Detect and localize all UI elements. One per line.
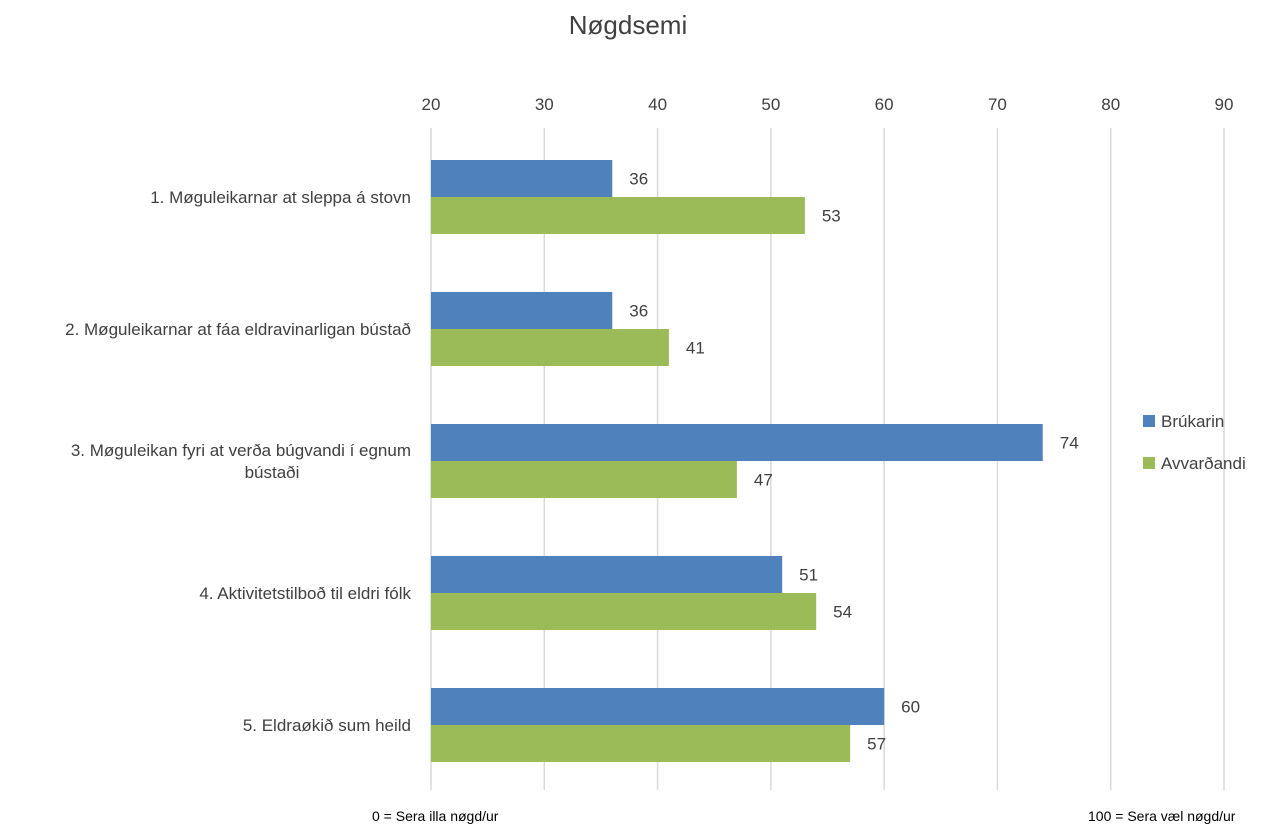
data-label: 36 xyxy=(629,302,648,321)
x-axis-ticks: 20 30 40 50 60 70 80 90 xyxy=(422,95,1234,114)
bar-series-2 xyxy=(431,593,817,630)
legend: Brúkarin Avvarðandi xyxy=(1143,412,1246,473)
footer-left-note: 0 = Sera illa nøgd/ur xyxy=(372,808,499,824)
data-label: 36 xyxy=(629,170,648,189)
x-tick-label: 30 xyxy=(535,95,554,114)
legend-entry: Brúkarin xyxy=(1161,412,1224,431)
x-tick-label: 60 xyxy=(875,95,894,114)
bar-series-2 xyxy=(431,725,851,762)
category-label: 2. Møguleikarnar at fáa eldravinarligan … xyxy=(65,320,411,339)
category-label: 1. Møguleikarnar at sleppa á stovn xyxy=(150,188,411,207)
bar-series-2 xyxy=(431,461,737,498)
x-tick-label: 20 xyxy=(422,95,441,114)
bar-series-1 xyxy=(431,424,1043,461)
bar-series-1 xyxy=(431,292,613,329)
bar-series-1 xyxy=(431,688,885,725)
data-label: 41 xyxy=(686,339,705,358)
x-tick-label: 90 xyxy=(1215,95,1234,114)
x-tick-label: 50 xyxy=(761,95,780,114)
data-label: 60 xyxy=(901,698,920,717)
data-label: 51 xyxy=(799,566,818,585)
bars xyxy=(431,160,1043,762)
category-label: 3. Møguleikan fyri at verða búgvandi í e… xyxy=(71,441,411,482)
footer-right-note: 100 = Sera væl nøgd/ur xyxy=(1088,808,1236,824)
data-labels: 36 53 36 41 74 47 51 54 60 57 xyxy=(629,170,1078,754)
bar-series-2 xyxy=(431,329,669,366)
bar-series-2 xyxy=(431,197,805,234)
data-label: 74 xyxy=(1060,434,1079,453)
x-tick-label: 80 xyxy=(1101,95,1120,114)
data-label: 57 xyxy=(867,735,886,754)
bar-series-1 xyxy=(431,160,613,197)
data-label: 54 xyxy=(833,603,852,622)
category-label: 5. Eldraøkið sum heild xyxy=(243,716,411,735)
chart-title: Nøgdsemi xyxy=(569,10,687,40)
category-labels: 1. Møguleikarnar at sleppa á stovn 2. Møg… xyxy=(65,188,411,735)
x-tick-label: 40 xyxy=(648,95,667,114)
data-label: 53 xyxy=(822,207,841,226)
legend-swatch xyxy=(1143,457,1155,469)
bar-series-1 xyxy=(431,556,783,593)
x-tick-label: 70 xyxy=(988,95,1007,114)
category-label: 4. Aktivitetstilboð til eldri fólk xyxy=(199,584,411,603)
legend-swatch xyxy=(1143,415,1155,427)
legend-entry: Avvarðandi xyxy=(1161,454,1246,473)
data-label: 47 xyxy=(754,471,773,490)
